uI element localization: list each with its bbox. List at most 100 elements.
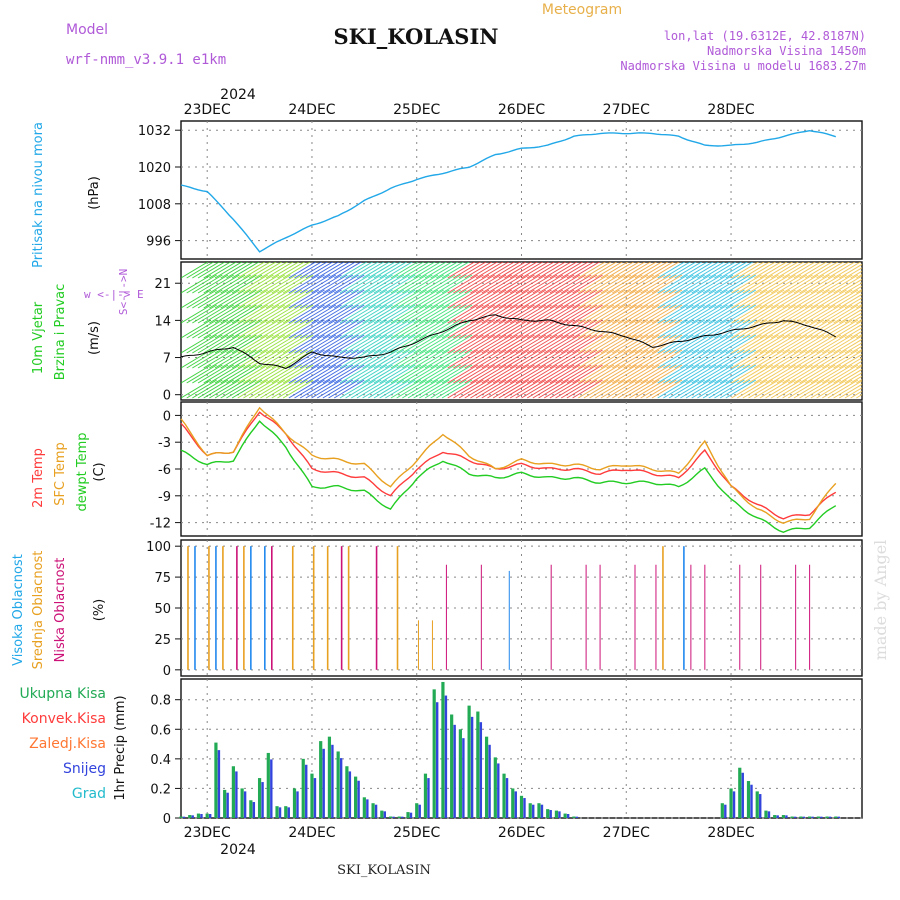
wind-barb — [538, 364, 569, 384]
wind-barb — [850, 270, 862, 279]
wind-barb — [487, 364, 518, 384]
wind-barb — [305, 289, 337, 309]
cloud-frame — [180, 539, 863, 677]
wind-barb — [839, 338, 862, 354]
temp-label-1: 2m Temp — [31, 448, 46, 508]
wind-barb — [305, 379, 337, 399]
wind-barb — [458, 289, 490, 309]
wind-barb — [606, 262, 635, 279]
wind-barb — [799, 304, 830, 324]
wind-barb — [203, 364, 234, 384]
wind-barb — [345, 289, 376, 309]
snow-bar — [759, 794, 762, 818]
wind-barb — [646, 349, 677, 369]
wind-barb — [498, 262, 527, 279]
wind-barb — [254, 289, 286, 309]
wind-barb — [543, 364, 575, 384]
wind-barb — [623, 319, 654, 339]
wind-barb — [231, 364, 263, 384]
wind-barb — [316, 334, 348, 354]
wind-barb — [657, 304, 688, 324]
wind-barb — [839, 293, 862, 309]
wind-barb — [589, 304, 620, 324]
wind-barb — [748, 262, 777, 279]
watermark: made by Angel — [871, 540, 890, 661]
wind-barb — [799, 289, 830, 309]
pressure-unit: (hPa) — [87, 176, 102, 210]
wind-barb — [260, 289, 291, 309]
wind-barb — [487, 334, 518, 354]
wind-barb — [498, 304, 530, 324]
wind-barb — [532, 304, 564, 324]
wind-barb — [197, 319, 229, 339]
snow-bar — [540, 804, 544, 818]
wind-barb — [560, 262, 589, 279]
wind-barb — [646, 262, 674, 279]
precip-bar — [554, 810, 559, 818]
wind-barb — [407, 274, 439, 294]
wind-barb — [447, 364, 478, 384]
wind-barb — [521, 262, 550, 279]
wind-barb — [271, 304, 303, 324]
wind-barb — [277, 262, 306, 279]
wind-barb — [197, 304, 229, 324]
wind-barb — [379, 364, 410, 384]
wind-barb — [328, 274, 359, 294]
wind-barb — [362, 334, 393, 354]
precip-bar — [528, 803, 532, 818]
wind-ytick-label: 7 — [163, 352, 171, 367]
wind-barb — [787, 274, 819, 294]
wind-barb — [753, 364, 785, 384]
wind-barb — [634, 319, 666, 339]
wind-barb — [294, 319, 325, 339]
wind-barb — [368, 334, 399, 354]
wind-barb — [322, 319, 354, 339]
wind-barb — [850, 285, 862, 294]
wind-barb — [481, 274, 513, 294]
wind-barb — [237, 304, 269, 324]
wind-barb — [555, 262, 584, 279]
snow-bar — [191, 815, 194, 818]
wind-barb — [663, 379, 694, 399]
wind-barb — [373, 379, 405, 399]
wind-barb — [299, 319, 331, 339]
snow-bar — [374, 804, 378, 818]
wind-barb — [759, 379, 791, 399]
wind-barb — [839, 353, 862, 369]
wind-barb — [316, 274, 348, 294]
wind-barb — [294, 334, 325, 354]
snow-bar — [287, 807, 290, 818]
wind-barb — [339, 274, 371, 294]
snow-bar — [261, 782, 264, 818]
wind-barb — [765, 319, 796, 339]
bottom-day-label-28dec: 28DEC — [707, 825, 754, 841]
wind-barb — [685, 334, 717, 354]
wind-barb — [441, 379, 473, 399]
wind-barb — [214, 289, 246, 309]
wind-barb — [543, 289, 575, 309]
wind-barb — [856, 319, 862, 324]
wind-barb — [362, 289, 393, 309]
wind-barb — [220, 304, 251, 324]
wind-barb — [447, 379, 478, 399]
wind-barb — [430, 334, 461, 354]
wind-barb — [231, 379, 263, 399]
wind-barb — [402, 319, 433, 339]
wind-barb — [453, 289, 484, 309]
wind-barb — [629, 364, 660, 384]
wind-barb — [311, 319, 342, 339]
wind-barb — [736, 319, 768, 339]
wind-barb — [481, 349, 513, 369]
wind-barb — [646, 304, 677, 324]
wind-barb — [787, 304, 819, 324]
wind-barb — [362, 364, 393, 384]
snow-bar — [523, 798, 526, 818]
wind-barb — [424, 334, 456, 354]
wind-barb — [345, 262, 374, 279]
wind-barb — [481, 379, 513, 399]
wind-barb — [685, 379, 717, 399]
snow-bar — [208, 814, 212, 818]
dewpt-line — [180, 420, 837, 534]
wind-barb — [464, 319, 496, 339]
wind-barb — [424, 364, 456, 384]
